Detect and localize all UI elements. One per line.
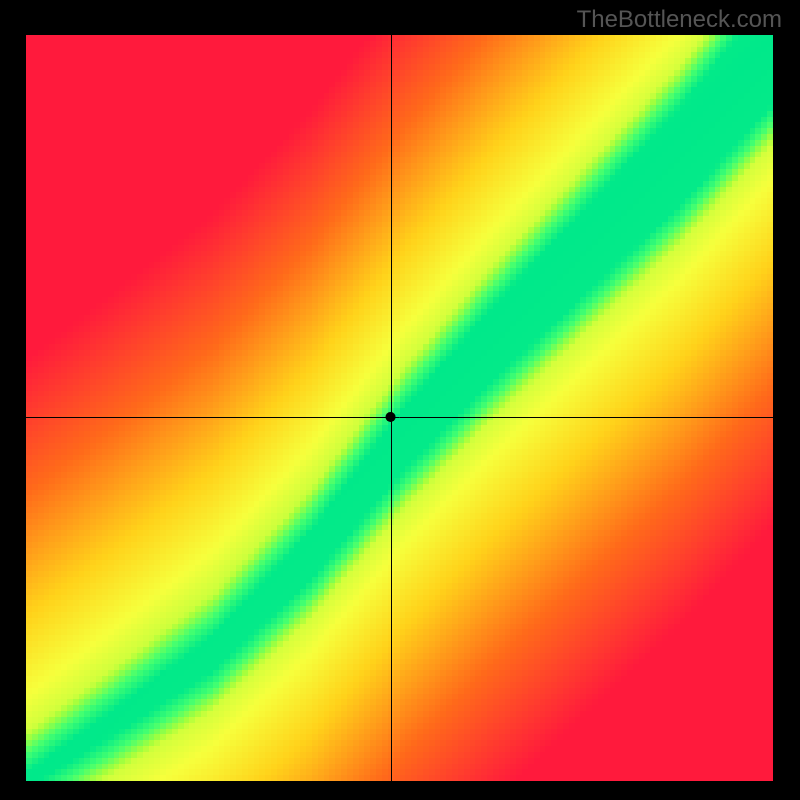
bottleneck-heatmap xyxy=(26,35,773,781)
source-watermark: TheBottleneck.com xyxy=(577,6,782,34)
